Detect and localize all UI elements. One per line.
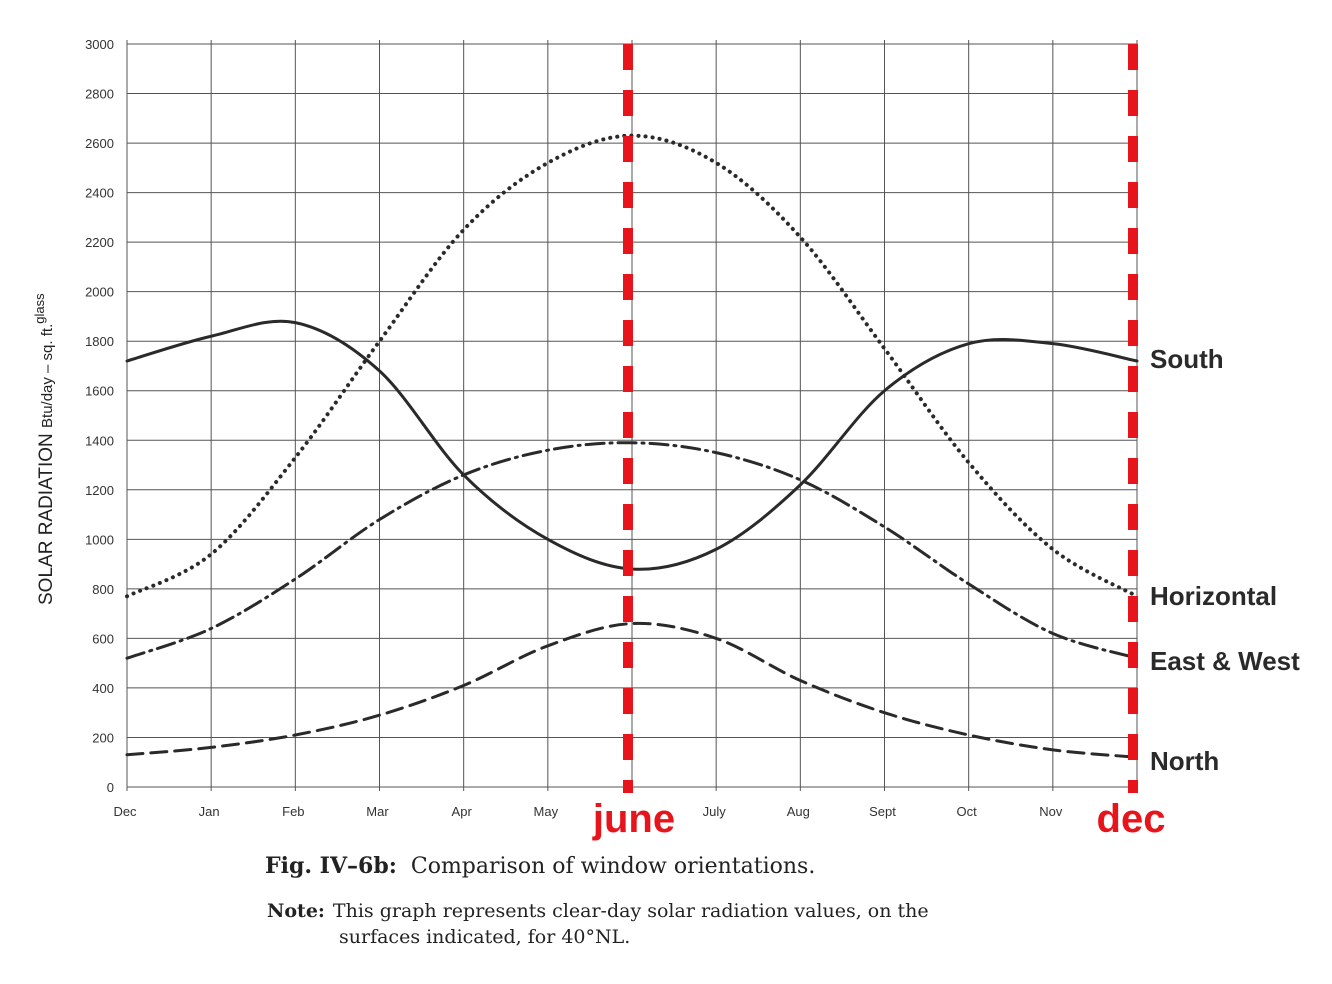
figure-caption: Fig. IV–6b: Comparison of window orientat… bbox=[265, 853, 815, 879]
y-axis-label: SOLAR RADIATION Btu/day – sq. ft.glass bbox=[32, 293, 57, 605]
note-line-1: This graph represents clear-day solar ra… bbox=[332, 900, 929, 922]
x-tick-label: July bbox=[703, 804, 727, 819]
y-tick-label: 3000 bbox=[85, 37, 114, 52]
y-tick-label: 2400 bbox=[85, 186, 114, 201]
y-tick-label: 1600 bbox=[85, 384, 114, 399]
series-line-north bbox=[125, 621, 1139, 759]
annotation-label: dec bbox=[1097, 797, 1166, 841]
y-tick-label: 0 bbox=[107, 780, 114, 795]
y-tick-label: 1800 bbox=[85, 334, 114, 349]
note-label: Note: bbox=[267, 900, 325, 922]
y-tick-label: 2600 bbox=[85, 136, 114, 151]
x-tick-label: Dec bbox=[113, 804, 137, 819]
y-tick-label: 2800 bbox=[85, 87, 114, 102]
series-line-east-west bbox=[125, 441, 1139, 660]
y-tick-label: 2000 bbox=[85, 285, 114, 300]
x-tick-label: Mar bbox=[366, 804, 389, 819]
y-tick-label: 200 bbox=[92, 730, 114, 745]
x-tick-label: May bbox=[534, 804, 559, 819]
series-line-horizontal bbox=[125, 133, 1139, 599]
y-tick-label: 400 bbox=[92, 681, 114, 696]
y-tick-label: 600 bbox=[92, 631, 114, 646]
y-tick-label: 1200 bbox=[85, 483, 114, 498]
series-label: North bbox=[1150, 746, 1219, 776]
y-tick-label: 1000 bbox=[85, 532, 114, 547]
y-tick-label: 1400 bbox=[85, 433, 114, 448]
x-tick-label: Jan bbox=[199, 804, 220, 819]
y-tick-label: 800 bbox=[92, 582, 114, 597]
figure-text: Comparison of window orientations. bbox=[410, 854, 816, 879]
annotation-label: june bbox=[592, 797, 675, 841]
figure-label: Fig. IV–6b: bbox=[265, 853, 397, 879]
series-label: East & West bbox=[1150, 646, 1300, 676]
y-tick-label: 2200 bbox=[85, 235, 114, 250]
x-tick-label: Aug bbox=[787, 804, 810, 819]
series-label: South bbox=[1150, 344, 1224, 374]
x-tick-label: Sept bbox=[869, 804, 896, 819]
x-tick-label: Nov bbox=[1039, 804, 1063, 819]
note-caption: Note: This graph represents clear-day sol… bbox=[267, 898, 929, 950]
x-tick-label: Apr bbox=[452, 804, 473, 819]
note-line-2: surfaces indicated, for 40°NL. bbox=[339, 926, 631, 948]
x-tick-label: Oct bbox=[957, 804, 978, 819]
x-tick-label: Feb bbox=[282, 804, 304, 819]
series-label: Horizontal bbox=[1150, 581, 1277, 611]
